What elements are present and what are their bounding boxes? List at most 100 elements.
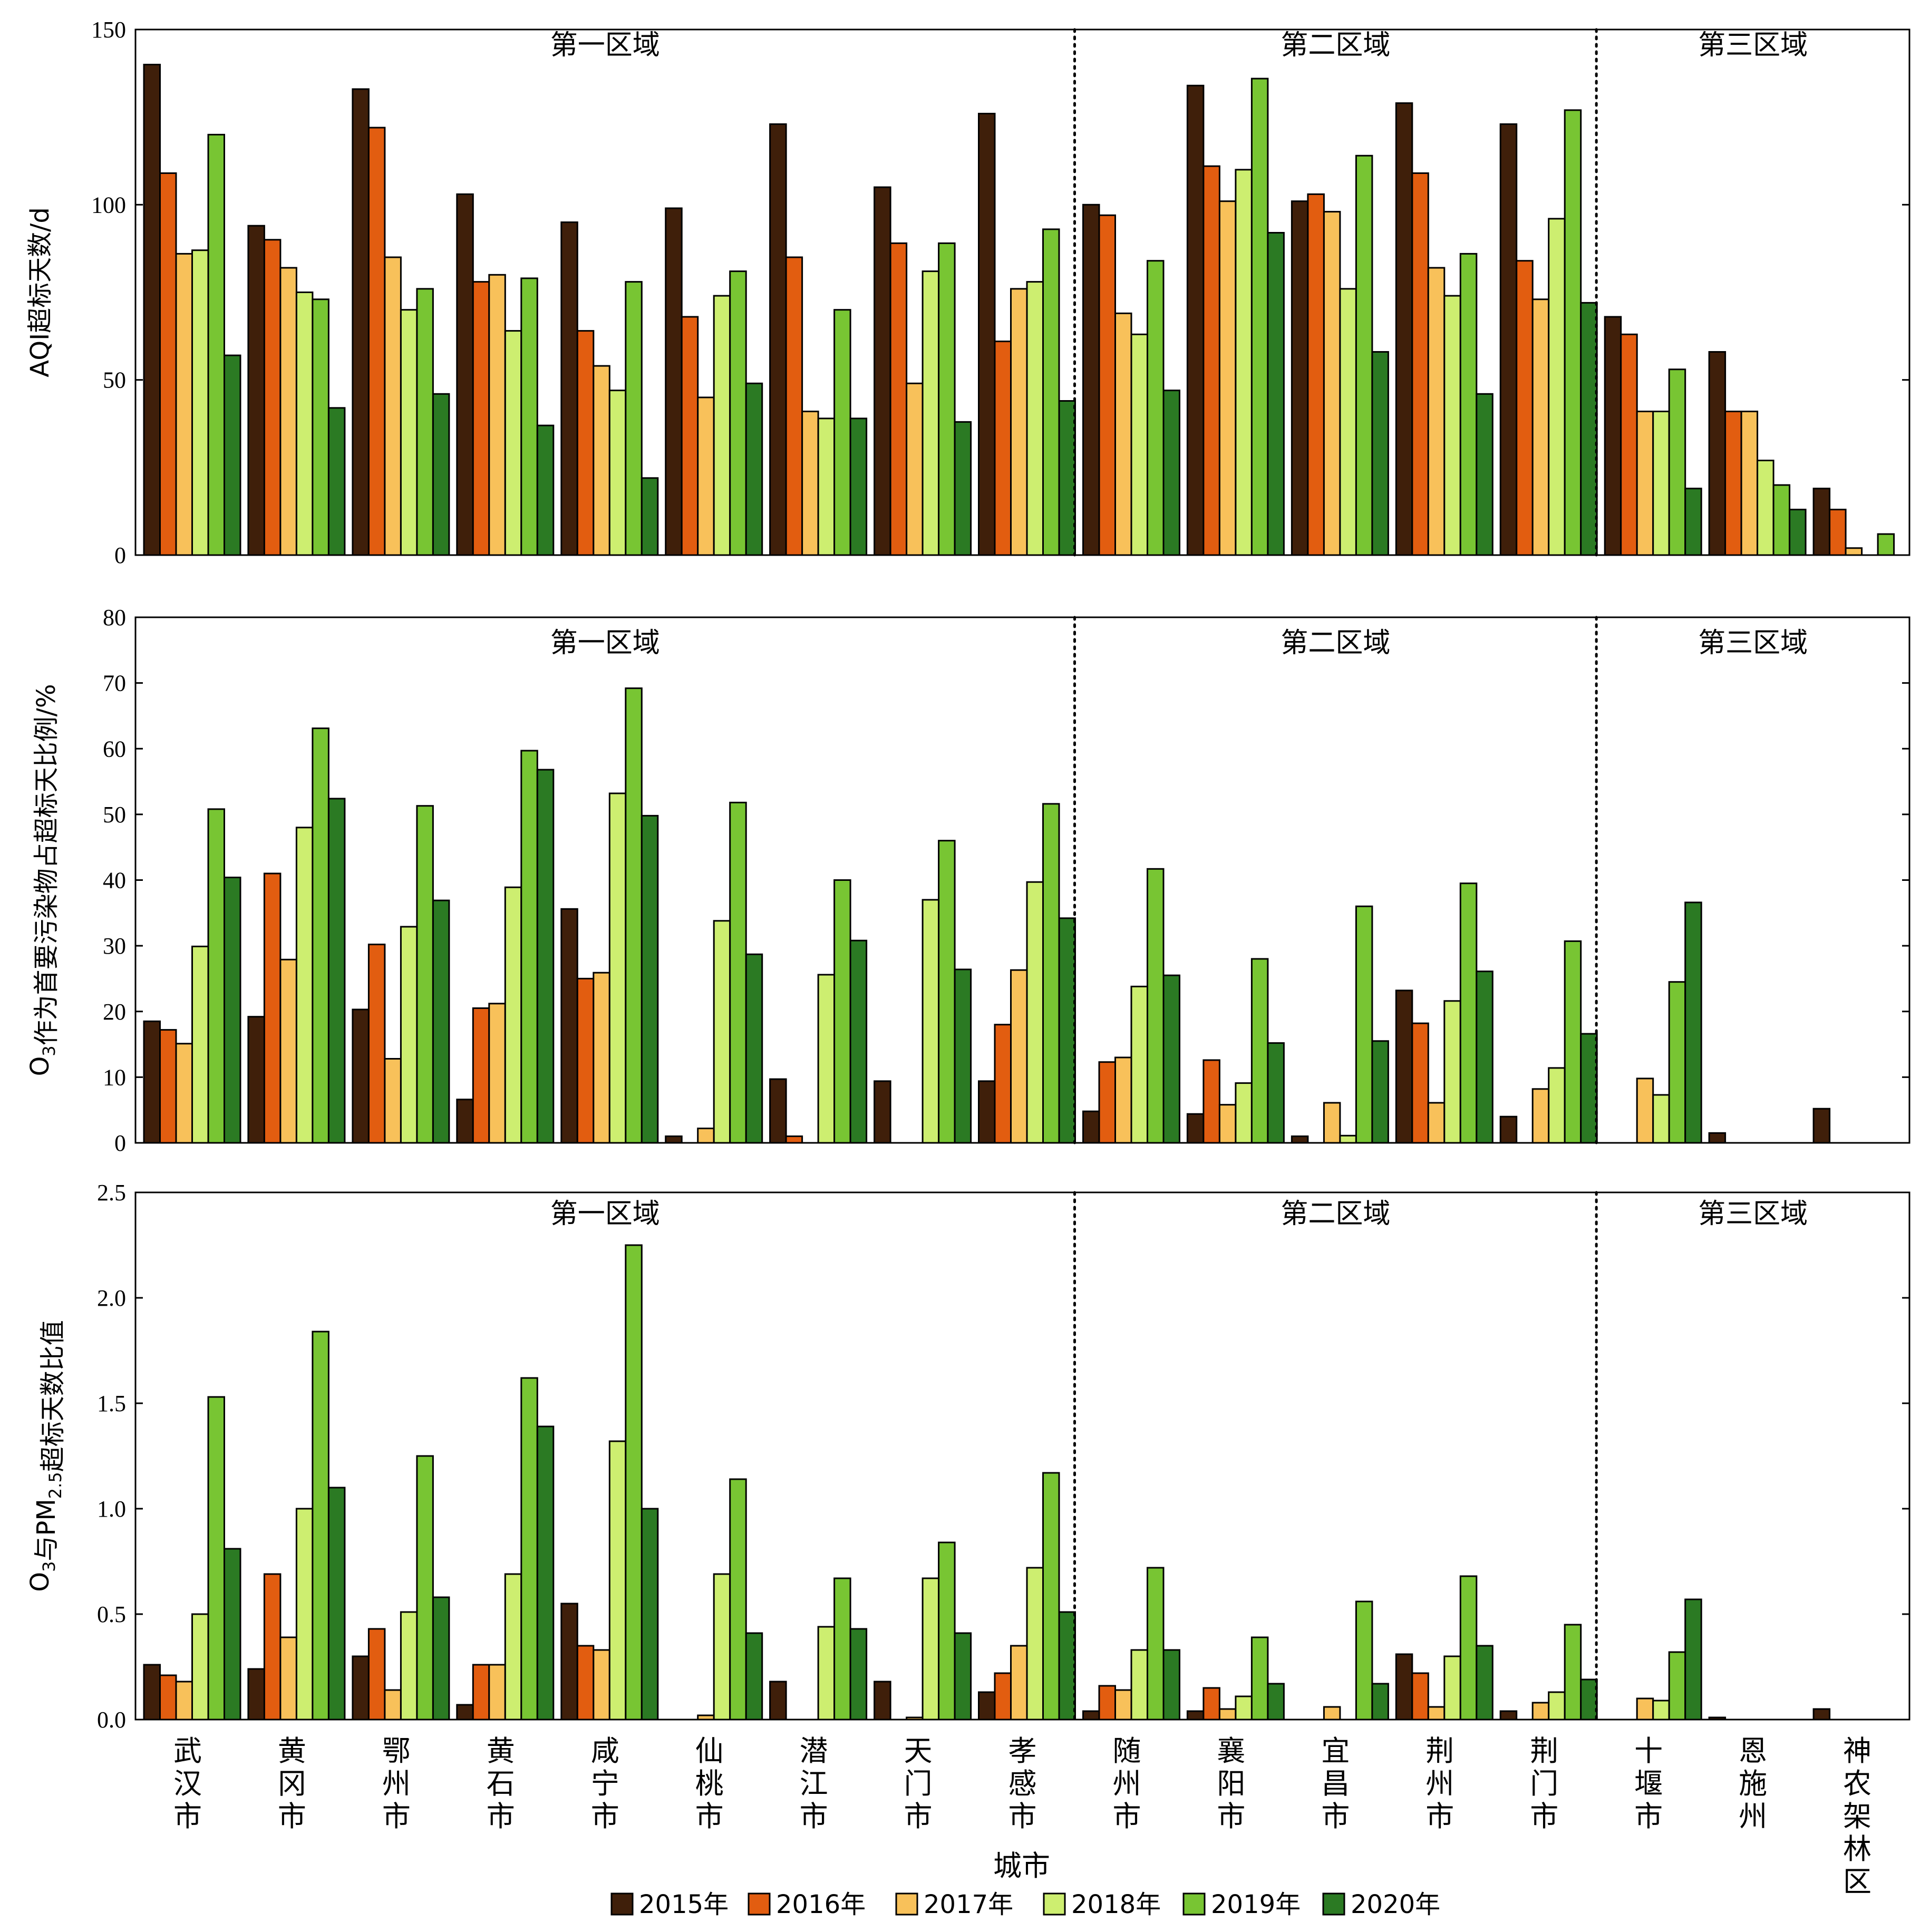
bar-2-s3-c11 <box>1339 1134 1357 1144</box>
bar-2-s5-c8 <box>1058 917 1076 1144</box>
bar-1-s5-c0 <box>224 354 241 556</box>
bar-2-s5-c0 <box>224 877 241 1144</box>
bar-1-s1-c15 <box>1724 411 1742 556</box>
bar-2-s0-c9 <box>1082 1110 1100 1144</box>
bar-3-s5-c1 <box>327 1487 346 1721</box>
bar-2-s3-c13 <box>1548 1067 1566 1144</box>
bar-3-s4-c3 <box>520 1377 538 1721</box>
bar-3-s0-c2 <box>352 1655 370 1721</box>
bar-2-s4-c0 <box>207 808 225 1144</box>
bar-2-s4-c13 <box>1564 940 1582 1144</box>
bar-1-s4-c1 <box>312 298 329 556</box>
bar-1-s5-c12 <box>1476 393 1493 556</box>
bar-2-s0-c2 <box>352 1008 370 1144</box>
legend-item-4: 2018年 <box>1043 1890 1161 1919</box>
bar-3-s0-c12 <box>1395 1653 1413 1721</box>
bar-1-s0-c12 <box>1395 102 1413 556</box>
bar-3-s1-c10 <box>1202 1687 1220 1721</box>
bar-3-s3-c0 <box>191 1613 209 1721</box>
bar-2-s0-c4 <box>560 908 578 1144</box>
y-tick-label: 20 <box>103 999 126 1025</box>
bar-3-s4-c4 <box>625 1244 643 1721</box>
bar-1-s0-c16 <box>1812 488 1831 556</box>
bar-3-s5-c5 <box>745 1632 763 1721</box>
bar-2-s1-c8 <box>994 1024 1012 1144</box>
legend-swatch <box>610 1892 634 1916</box>
bar-2-s3-c8 <box>1026 881 1044 1144</box>
legend-item-3: 2017年 <box>895 1890 1013 1919</box>
y-tick-label: 100 <box>91 192 126 218</box>
bar-1-s2-c8 <box>1010 288 1028 556</box>
bar-1-s1-c16 <box>1829 509 1847 556</box>
bar-3-s0-c6 <box>769 1681 787 1721</box>
y-axis-label: O3与PM2.5超标天数比值 <box>25 1320 67 1591</box>
bar-2-s3-c5 <box>713 920 731 1144</box>
bar-3-s0-c9 <box>1082 1710 1100 1721</box>
legend-swatch <box>1322 1892 1345 1916</box>
bar-2-s3-c3 <box>504 886 522 1144</box>
x-tick-label: 孝感市 <box>1008 1734 1037 1833</box>
bar-1-s0-c8 <box>978 113 996 556</box>
bar-2-s3-c10 <box>1235 1082 1253 1144</box>
bar-2-s4-c10 <box>1250 958 1269 1144</box>
bar-3-s2-c10 <box>1218 1708 1237 1721</box>
x-tick-label: 天门市 <box>904 1734 933 1833</box>
bar-2-s3-c9 <box>1130 985 1148 1144</box>
bar-2-s4-c5 <box>729 801 747 1144</box>
bar-2-s2-c11 <box>1323 1102 1341 1144</box>
bar-1-s1-c12 <box>1411 172 1429 556</box>
bar-1-s3-c10 <box>1235 169 1253 556</box>
x-tick-label: 武汉市 <box>173 1734 202 1833</box>
bar-1-s0-c4 <box>560 221 578 556</box>
x-tick-label: 十堰市 <box>1634 1734 1663 1833</box>
bar-1-s4-c2 <box>416 288 434 556</box>
x-tick-label: 潜江市 <box>800 1734 828 1833</box>
bar-1-s4-c16 <box>1877 533 1895 556</box>
bar-1-s0-c9 <box>1082 203 1100 556</box>
bar-1-s4-c11 <box>1355 154 1373 556</box>
bar-3-s0-c1 <box>247 1668 265 1721</box>
bar-3-s4-c10 <box>1250 1636 1269 1721</box>
bar-3-s2-c12 <box>1427 1706 1446 1721</box>
y-tick-label: 0 <box>114 542 126 568</box>
bar-3-s4-c12 <box>1459 1575 1478 1721</box>
bar-2-s0-c11 <box>1291 1135 1309 1144</box>
x-tick-label: 襄阳市 <box>1217 1734 1245 1833</box>
bar-1-s3-c9 <box>1130 333 1148 556</box>
bar-1-s4-c7 <box>938 242 956 556</box>
x-tick-label: 荆门市 <box>1530 1734 1558 1833</box>
legend-label: 2015年 <box>639 1890 729 1919</box>
bar-2-s5-c7 <box>954 968 972 1144</box>
bar-1-s1-c2 <box>367 127 386 556</box>
bar-1-s4-c3 <box>520 277 538 556</box>
bar-3-s3-c2 <box>400 1611 418 1721</box>
bar-2-s1-c4 <box>576 977 595 1144</box>
chart-panel-3: 0.0 0.5 1.0 1.5 2.0 2.5 第一区域 第二区域 第三区域 O3与PM2.5超标… <box>25 1180 1910 1733</box>
bar-1-s0-c3 <box>456 193 474 556</box>
bar-1-s3-c11 <box>1339 288 1357 556</box>
bar-3-s5-c0 <box>224 1548 241 1721</box>
bar-1-s2-c7 <box>906 382 924 556</box>
y-tick-label: 10 <box>103 1064 126 1090</box>
bar-1-s1-c9 <box>1098 214 1116 556</box>
bar-3-s5-c8 <box>1058 1611 1076 1721</box>
bar-2-s2-c3 <box>488 1003 506 1144</box>
bar-1-s0-c11 <box>1291 200 1309 556</box>
bar-1-s0-c0 <box>143 64 161 556</box>
bar-3-s2-c3 <box>488 1664 506 1721</box>
bar-2-s0-c13 <box>1499 1115 1518 1144</box>
bar-1-s1-c14 <box>1620 333 1638 556</box>
bar-3-s2-c0 <box>175 1681 193 1721</box>
bar-1-s3-c0 <box>191 249 209 556</box>
bar-3-s2-c8 <box>1010 1645 1028 1721</box>
region-label: 第一区域 <box>550 1198 660 1230</box>
bar-1-s2-c1 <box>279 267 297 556</box>
y-tick-label: 60 <box>103 736 126 762</box>
bar-3-s3-c13 <box>1548 1691 1566 1721</box>
bar-1-s5-c7 <box>954 421 972 556</box>
x-tick-label: 宜昌市 <box>1321 1734 1350 1833</box>
region-label: 第三区域 <box>1698 627 1808 659</box>
bar-1-s4-c13 <box>1564 109 1582 556</box>
bar-3-s3-c5 <box>713 1573 731 1721</box>
bar-1-s3-c14 <box>1652 411 1670 556</box>
